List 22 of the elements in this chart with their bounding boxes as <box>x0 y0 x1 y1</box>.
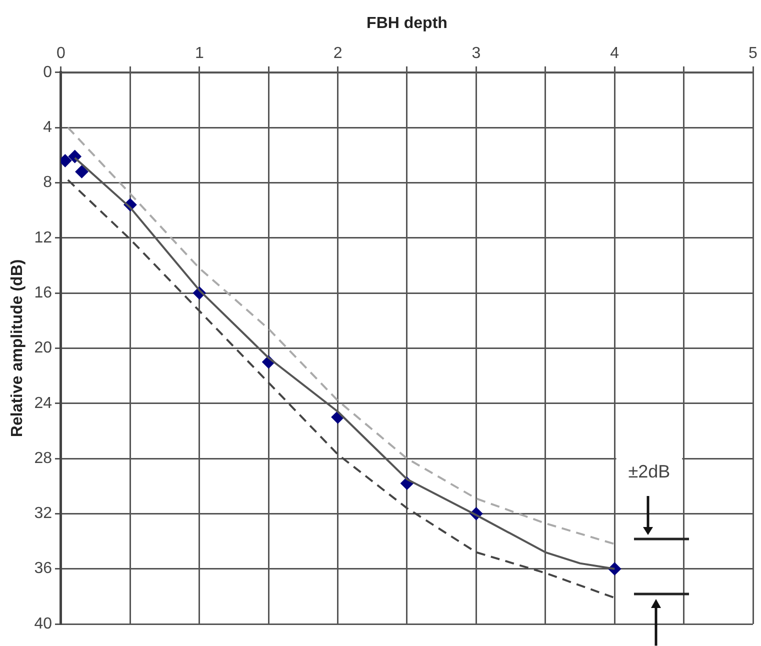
y-tick-label: 20 <box>34 340 52 357</box>
y-tick-label: 8 <box>43 174 52 192</box>
y-tick-label: 0 <box>43 64 52 81</box>
annotation: ±2dB <box>628 461 670 482</box>
y-tick-label: 4 <box>43 118 52 136</box>
y-tick-label: 32 <box>34 505 52 522</box>
x-tick-label: 1 <box>194 45 204 62</box>
y-tick-label: 12 <box>34 229 52 246</box>
y-tick-label: 24 <box>34 394 52 412</box>
y-axis-title: Relative amplitude (dB) <box>9 259 26 438</box>
y-tick-label: 40 <box>34 615 52 632</box>
y-tick-label: 28 <box>34 450 52 467</box>
x-tick-label: 2 <box>333 45 342 62</box>
y-tick-label: 16 <box>34 284 52 302</box>
x-tick-label: 4 <box>610 45 620 62</box>
x-tick-label: 3 <box>472 45 481 62</box>
y-tick-label: 36 <box>34 560 52 578</box>
x-axis-title: FBH depth <box>366 15 448 32</box>
x-tick-label: 0 <box>56 45 66 62</box>
x-tick-label: 5 <box>748 45 758 62</box>
point <box>75 165 88 178</box>
point <box>68 150 82 164</box>
